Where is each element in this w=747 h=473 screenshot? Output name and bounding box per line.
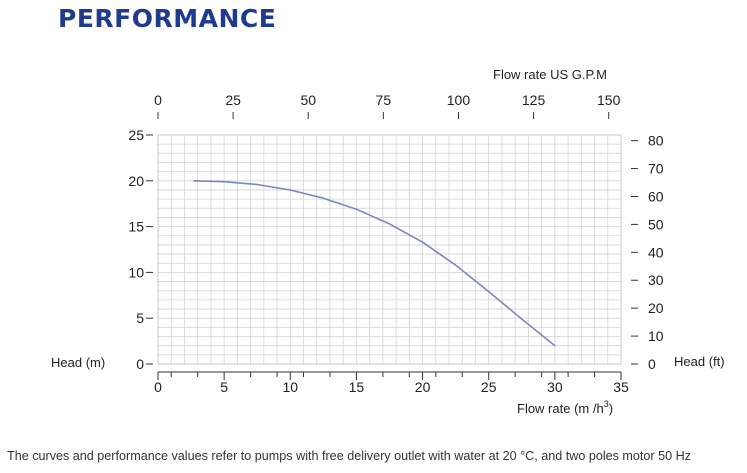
page-title: PERFORMANCE bbox=[58, 4, 277, 33]
y2-tick-label: 30 bbox=[648, 272, 664, 288]
y-tick-label: 20 bbox=[128, 173, 144, 189]
y2-tick-label: 10 bbox=[648, 328, 664, 344]
data-point bbox=[488, 291, 490, 293]
x-axis-label: Flow rate (m /h3) bbox=[517, 399, 613, 416]
y-tick-label: 5 bbox=[136, 310, 144, 326]
x2-tick-label: 0 bbox=[154, 92, 162, 108]
plot-border bbox=[157, 134, 622, 365]
performance-chart: 0 5 10 15 20 25 30 350 25 50 75 100 125 1500510152025… bbox=[51, 67, 725, 416]
footnote: The curves and performance values refer … bbox=[7, 449, 692, 463]
data-point bbox=[421, 241, 424, 243]
x-tick-label: 15 bbox=[349, 379, 365, 395]
y-tick-label: 15 bbox=[128, 219, 144, 235]
x2-tick-label: 100 bbox=[447, 92, 471, 108]
y2-tick-label: 50 bbox=[648, 216, 664, 232]
series-line bbox=[193, 180, 556, 347]
y-tick-label: 10 bbox=[128, 264, 144, 280]
x-axis-label-superscript: 3 bbox=[604, 399, 609, 409]
x-tick-label: 25 bbox=[481, 379, 497, 395]
x2-tick-label: 75 bbox=[376, 92, 392, 108]
data-point bbox=[193, 180, 195, 182]
x2-tick-label: 125 bbox=[522, 92, 546, 108]
data-point bbox=[322, 197, 324, 199]
data-point bbox=[521, 318, 523, 320]
y2-axis-label: Head (ft) bbox=[674, 354, 725, 369]
x-tick-label: 20 bbox=[415, 379, 431, 395]
y2-tick-label: 40 bbox=[648, 244, 664, 260]
x2-tick-label: 50 bbox=[300, 92, 316, 108]
y2-tick-label: 80 bbox=[648, 133, 664, 149]
data-point bbox=[256, 183, 258, 186]
chart-grid bbox=[157, 134, 622, 365]
data-point bbox=[289, 189, 291, 191]
data-point bbox=[554, 345, 556, 347]
x2-tick-label: 25 bbox=[225, 92, 241, 108]
y2-tick-label: 0 bbox=[648, 356, 656, 372]
y2-tick-label: 20 bbox=[648, 300, 664, 316]
y-tick-label: 0 bbox=[136, 356, 144, 372]
data-point bbox=[223, 181, 225, 183]
chart-axes: 0 5 10 15 20 25 30 350 25 50 75 100 125 1500510152025… bbox=[128, 92, 663, 395]
x2-tick-label: 150 bbox=[597, 92, 621, 108]
axis-labels: Flow rate US G.P.M Head (m) Head (ft) Fl… bbox=[51, 67, 725, 416]
plot-frame bbox=[157, 134, 622, 365]
x-tick-label: 5 bbox=[220, 379, 228, 395]
x2-axis-label: Flow rate US G.P.M bbox=[493, 67, 607, 82]
data-point bbox=[355, 208, 358, 210]
data-point bbox=[388, 223, 391, 225]
x-tick-label: 30 bbox=[547, 379, 563, 395]
x-tick-label: 0 bbox=[154, 379, 162, 395]
y-axis-label: Head (m) bbox=[51, 355, 105, 370]
x-tick-label: 35 bbox=[613, 379, 629, 395]
chart-series bbox=[193, 180, 556, 347]
x-tick-label: 10 bbox=[282, 379, 298, 395]
y-tick-label: 25 bbox=[128, 127, 144, 143]
data-point bbox=[455, 264, 457, 266]
y2-tick-label: 60 bbox=[648, 188, 664, 204]
y2-tick-label: 70 bbox=[648, 161, 664, 177]
